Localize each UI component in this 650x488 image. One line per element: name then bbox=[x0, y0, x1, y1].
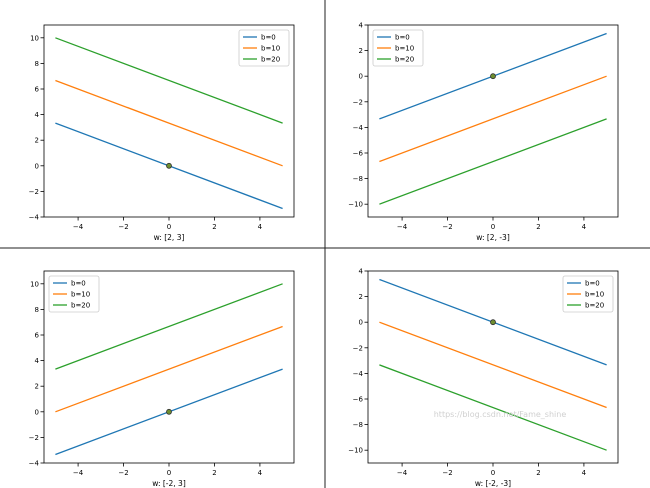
y-tick-label: −4 bbox=[353, 124, 364, 132]
x-tick-label: 2 bbox=[212, 223, 216, 231]
legend-label: b=0 bbox=[395, 34, 410, 42]
y-tick-label: 2 bbox=[35, 137, 39, 145]
x-tick-label: 2 bbox=[536, 469, 540, 477]
watermark: https://blog.csdn.net/Fame_shine bbox=[434, 410, 567, 419]
legend-label: b=0 bbox=[261, 34, 276, 42]
x-tick-label: 0 bbox=[167, 223, 171, 231]
y-tick-label: −8 bbox=[353, 421, 363, 429]
legend-label: b=10 bbox=[395, 45, 414, 53]
legend: b=0 b=10 b=20 bbox=[562, 275, 614, 313]
legend-box bbox=[562, 275, 614, 313]
y-tick-label: −10 bbox=[348, 201, 363, 209]
x-tick-label: −4 bbox=[73, 469, 84, 477]
y-tick-label: −8 bbox=[353, 175, 363, 183]
legend-box bbox=[238, 29, 290, 67]
series-line-b=20 bbox=[55, 37, 283, 124]
series-line-b=20 bbox=[55, 283, 283, 370]
x-tick-label: 4 bbox=[582, 223, 587, 231]
y-tick-label: −4 bbox=[353, 370, 364, 378]
y-tick-label: 10 bbox=[30, 280, 39, 288]
x-tick-label: 4 bbox=[258, 469, 263, 477]
series-line-b=10 bbox=[379, 321, 607, 409]
y-tick-label: 10 bbox=[30, 34, 39, 42]
legend-box bbox=[48, 275, 100, 313]
legend: b=0 b=10 b=20 bbox=[48, 275, 100, 313]
x-tick-label: 0 bbox=[167, 469, 171, 477]
x-tick-label: −2 bbox=[118, 469, 128, 477]
x-axis-label: w: [2, 3] bbox=[154, 233, 185, 242]
x-tick-label: 0 bbox=[491, 469, 495, 477]
y-tick-label: 4 bbox=[35, 111, 40, 119]
origin-marker bbox=[166, 408, 172, 415]
x-tick-label: 2 bbox=[536, 223, 540, 231]
series-line-b=20 bbox=[379, 364, 607, 451]
y-tick-label: −10 bbox=[348, 447, 363, 455]
y-tick-label: 4 bbox=[35, 357, 40, 365]
y-tick-label: 0 bbox=[359, 73, 363, 81]
legend-label: b=0 bbox=[585, 280, 600, 288]
x-tick-label: −2 bbox=[442, 223, 452, 231]
y-tick-label: 4 bbox=[359, 268, 364, 276]
x-tick-label: −4 bbox=[397, 223, 408, 231]
y-tick-label: 6 bbox=[35, 332, 40, 340]
series-line-b=10 bbox=[379, 75, 607, 163]
legend-label: b=10 bbox=[585, 291, 604, 299]
series-line-b=10 bbox=[55, 79, 283, 167]
chart-panel-3: −4 −2 0 2 4 −4 −2 0 2 4 6 8 10 w: [-2, 3] b=0 b=10 b=20 bbox=[29, 270, 295, 488]
x-tick-label: −2 bbox=[118, 223, 128, 231]
y-tick-label: 8 bbox=[35, 60, 39, 68]
y-tick-label: −2 bbox=[29, 434, 39, 442]
legend-label: b=20 bbox=[261, 56, 280, 64]
legend-box bbox=[372, 29, 424, 67]
y-tick-label: −2 bbox=[29, 188, 39, 196]
legend-label: b=10 bbox=[261, 45, 280, 53]
legend-label: b=20 bbox=[585, 302, 604, 310]
y-tick-label: −2 bbox=[353, 344, 363, 352]
y-tick-label: 6 bbox=[35, 86, 40, 94]
y-tick-label: 0 bbox=[359, 319, 363, 327]
legend-label: b=20 bbox=[71, 302, 90, 310]
y-tick-label: 0 bbox=[35, 162, 39, 170]
y-tick-label: 4 bbox=[359, 22, 364, 30]
x-tick-label: −2 bbox=[442, 469, 452, 477]
series-line-b=20 bbox=[379, 118, 607, 205]
origin-marker bbox=[490, 73, 496, 80]
series-line-b=10 bbox=[55, 325, 283, 413]
legend: b=0 b=10 b=20 bbox=[372, 29, 424, 67]
origin-marker bbox=[490, 319, 496, 326]
x-axis-label: w: [2, -3] bbox=[476, 233, 510, 242]
legend-label: b=0 bbox=[71, 280, 86, 288]
legend: b=0 b=10 b=20 bbox=[238, 29, 290, 67]
x-axis-label: w: [-2, 3] bbox=[152, 479, 186, 488]
x-tick-label: 0 bbox=[491, 223, 495, 231]
y-tick-label: 2 bbox=[359, 293, 363, 301]
origin-marker bbox=[166, 162, 172, 169]
y-tick-label: −2 bbox=[353, 98, 363, 106]
chart-panel-1: −4 −2 0 2 4 −4 −2 0 2 4 6 8 10 w: [2, 3] b=0 b=10 b=20 bbox=[29, 24, 295, 242]
legend-label: b=10 bbox=[71, 291, 90, 299]
y-tick-label: 0 bbox=[35, 408, 39, 416]
y-tick-label: 8 bbox=[35, 306, 39, 314]
y-tick-label: −6 bbox=[353, 396, 364, 404]
x-tick-label: 4 bbox=[582, 469, 587, 477]
x-tick-label: −4 bbox=[397, 469, 408, 477]
x-tick-label: 2 bbox=[212, 469, 216, 477]
legend-label: b=20 bbox=[395, 56, 414, 64]
y-tick-label: 2 bbox=[35, 383, 39, 391]
y-tick-label: 2 bbox=[359, 47, 363, 55]
y-tick-label: −6 bbox=[353, 150, 364, 158]
x-axis-label: w: [-2, -3] bbox=[475, 479, 511, 488]
x-tick-label: 4 bbox=[258, 223, 263, 231]
x-tick-label: −4 bbox=[73, 223, 84, 231]
y-tick-label: −4 bbox=[29, 460, 40, 468]
y-tick-label: −4 bbox=[29, 214, 40, 222]
